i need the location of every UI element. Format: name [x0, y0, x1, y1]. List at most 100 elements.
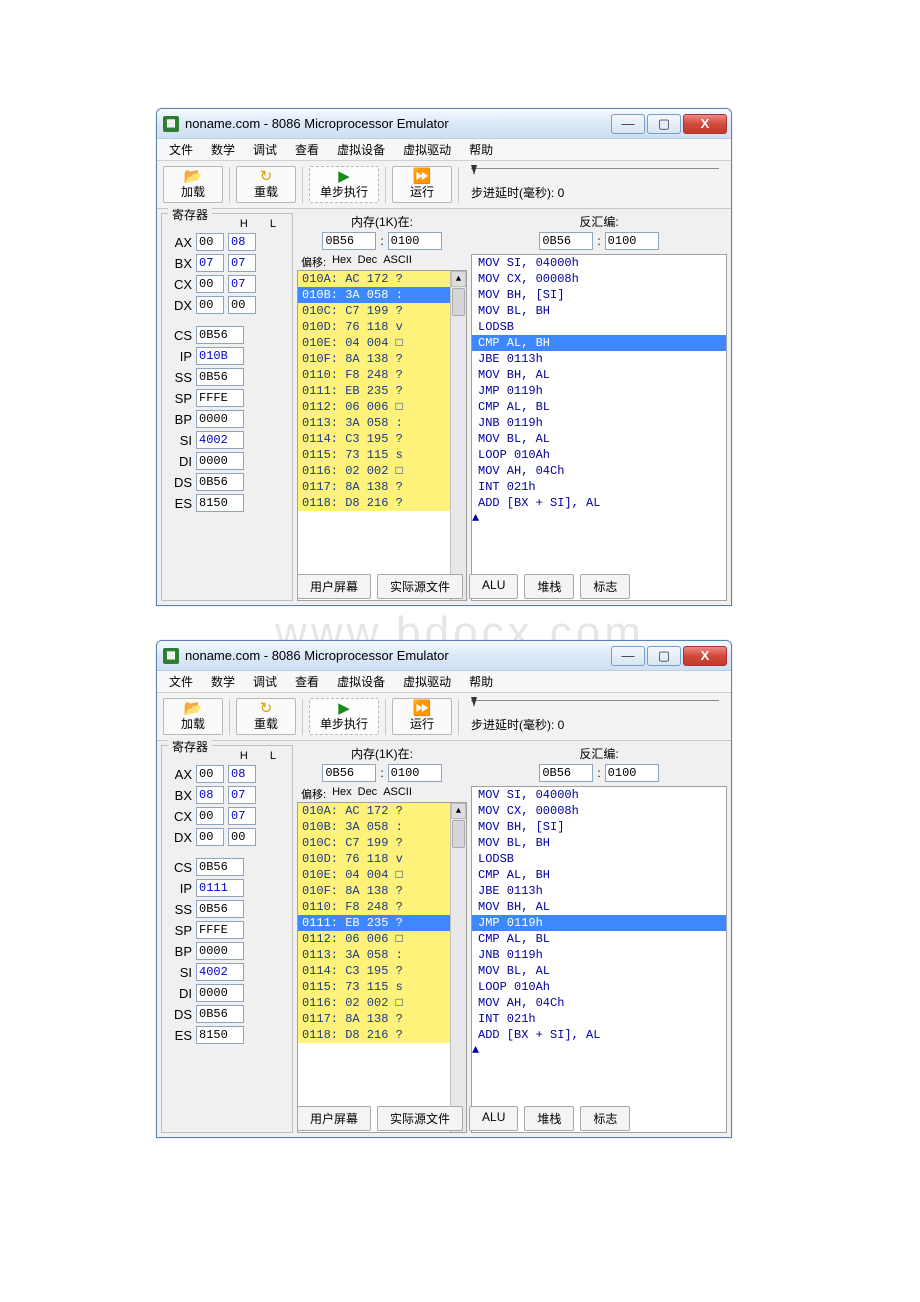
source-button[interactable]: 实际源文件	[377, 1106, 463, 1131]
disasm-line[interactable]: CMP AL, BH	[472, 335, 726, 351]
reg-si[interactable]: 4002	[196, 963, 244, 981]
memory-line[interactable]: 010F: 8A 138 ?	[298, 883, 466, 899]
memory-line[interactable]: 010A: AC 172 ?	[298, 271, 466, 287]
titlebar[interactable]: ▦ noname.com - 8086 Microprocessor Emula…	[157, 109, 731, 139]
disasm-line[interactable]: INT 021h	[472, 479, 726, 495]
reload-button[interactable]: ↻重载	[236, 698, 296, 735]
scroll-up-icon[interactable]: ▲	[472, 1043, 726, 1057]
memory-line[interactable]: 0117: 8A 138 ?	[298, 1011, 466, 1027]
close-button[interactable]: X	[683, 114, 727, 134]
delay-panel[interactable]: 步进延时(毫秒): 0	[465, 168, 725, 201]
disassembly-list[interactable]: MOV SI, 04000hMOV CX, 00008hMOV BH, [SI]…	[471, 254, 727, 601]
disasm-line[interactable]: CMP AL, BH	[472, 867, 726, 883]
maximize-button[interactable]: ▢	[647, 646, 681, 666]
memory-line[interactable]: 010F: 8A 138 ?	[298, 351, 466, 367]
menu-help[interactable]: 帮助	[461, 139, 501, 160]
mem-off[interactable]: 0100	[388, 764, 442, 782]
memory-line[interactable]: 0114: C3 195 ?	[298, 963, 466, 979]
reg-dl[interactable]: 00	[228, 296, 256, 314]
scroll-up-icon[interactable]: ▲	[451, 271, 466, 287]
menu-math[interactable]: 数学	[203, 671, 243, 692]
reg-ip[interactable]: 0111	[196, 879, 244, 897]
delay-panel[interactable]: 步进延时(毫秒): 0	[465, 700, 725, 733]
disasm-line[interactable]: MOV CX, 00008h	[472, 803, 726, 819]
memory-line[interactable]: 0116: 02 002 □	[298, 995, 466, 1011]
disasm-line[interactable]: CMP AL, BL	[472, 931, 726, 947]
disasm-line[interactable]: MOV SI, 04000h	[472, 255, 726, 271]
menu-virtual-device[interactable]: 虚拟设备	[329, 139, 393, 160]
mem-seg[interactable]: 0B56	[322, 764, 376, 782]
reg-cs[interactable]: 0B56	[196, 858, 244, 876]
memory-line[interactable]: 0110: F8 248 ?	[298, 367, 466, 383]
disasm-line[interactable]: MOV BL, BH	[472, 835, 726, 851]
disasm-line[interactable]: MOV BL, AL	[472, 431, 726, 447]
menu-file[interactable]: 文件	[161, 139, 201, 160]
disasm-line[interactable]: JNB 0119h	[472, 415, 726, 431]
disassembly-list[interactable]: MOV SI, 04000hMOV CX, 00008hMOV BH, [SI]…	[471, 786, 727, 1133]
reg-ch[interactable]: 00	[196, 807, 224, 825]
reg-cl[interactable]: 07	[228, 275, 256, 293]
source-button[interactable]: 实际源文件	[377, 574, 463, 599]
memory-line[interactable]: 0117: 8A 138 ?	[298, 479, 466, 495]
disasm-line[interactable]: MOV AH, 04Ch	[472, 995, 726, 1011]
reg-cs[interactable]: 0B56	[196, 326, 244, 344]
menu-virtual-drive[interactable]: 虚拟驱动	[395, 139, 459, 160]
memory-line[interactable]: 010B: 3A 058 :	[298, 819, 466, 835]
disasm-line[interactable]: INT 021h	[472, 1011, 726, 1027]
memory-line[interactable]: 010D: 76 118 v	[298, 319, 466, 335]
reg-bh[interactable]: 08	[196, 786, 224, 804]
memory-line[interactable]: 0116: 02 002 □	[298, 463, 466, 479]
reg-sp[interactable]: FFFE	[196, 389, 244, 407]
reg-es[interactable]: 8150	[196, 494, 244, 512]
minimize-button[interactable]: —	[611, 646, 645, 666]
user-screen-button[interactable]: 用户屏幕	[297, 1106, 371, 1131]
disasm-line[interactable]: MOV BH, [SI]	[472, 287, 726, 303]
reg-si[interactable]: 4002	[196, 431, 244, 449]
menu-help[interactable]: 帮助	[461, 671, 501, 692]
disasm-line[interactable]: JMP 0119h	[472, 915, 726, 931]
memory-line[interactable]: 0118: D8 216 ?	[298, 495, 466, 511]
reg-al[interactable]: 08	[228, 765, 256, 783]
reg-bp[interactable]: 0000	[196, 942, 244, 960]
memory-line[interactable]: 010B: 3A 058 :	[298, 287, 466, 303]
memory-line[interactable]: 0111: EB 235 ?	[298, 383, 466, 399]
reg-ds[interactable]: 0B56	[196, 1005, 244, 1023]
disasm-line[interactable]: MOV AH, 04Ch	[472, 463, 726, 479]
scrollbar[interactable]: ▲ ▼	[472, 511, 726, 525]
reg-ds[interactable]: 0B56	[196, 473, 244, 491]
reg-ah[interactable]: 00	[196, 233, 224, 251]
flags-button[interactable]: 标志	[580, 574, 630, 599]
reg-ch[interactable]: 00	[196, 275, 224, 293]
run-button[interactable]: ⏩运行	[392, 698, 452, 735]
reg-bl[interactable]: 07	[228, 786, 256, 804]
disasm-line[interactable]: MOV BH, AL	[472, 899, 726, 915]
memory-line[interactable]: 0113: 3A 058 :	[298, 415, 466, 431]
dis-off[interactable]: 0100	[605, 232, 659, 250]
stack-button[interactable]: 堆栈	[524, 574, 574, 599]
menu-file[interactable]: 文件	[161, 671, 201, 692]
maximize-button[interactable]: ▢	[647, 114, 681, 134]
memory-list[interactable]: 010A: AC 172 ?010B: 3A 058 :010C: C7 199…	[297, 270, 467, 601]
disasm-line[interactable]: ADD [BX + SI], AL	[472, 495, 726, 511]
reg-ss[interactable]: 0B56	[196, 368, 244, 386]
alu-button[interactable]: ALU	[469, 1106, 518, 1131]
disasm-line[interactable]: CMP AL, BL	[472, 399, 726, 415]
memory-line[interactable]: 0115: 73 115 s	[298, 447, 466, 463]
flags-button[interactable]: 标志	[580, 1106, 630, 1131]
titlebar[interactable]: ▦ noname.com - 8086 Microprocessor Emula…	[157, 641, 731, 671]
reg-al[interactable]: 08	[228, 233, 256, 251]
menu-view[interactable]: 查看	[287, 671, 327, 692]
memory-line[interactable]: 010D: 76 118 v	[298, 851, 466, 867]
disasm-line[interactable]: LOOP 010Ah	[472, 979, 726, 995]
memory-line[interactable]: 0113: 3A 058 :	[298, 947, 466, 963]
menu-virtual-device[interactable]: 虚拟设备	[329, 671, 393, 692]
close-button[interactable]: X	[683, 646, 727, 666]
disasm-line[interactable]: MOV CX, 00008h	[472, 271, 726, 287]
disasm-line[interactable]: MOV BH, [SI]	[472, 819, 726, 835]
reg-cl[interactable]: 07	[228, 807, 256, 825]
menu-debug[interactable]: 调试	[245, 671, 285, 692]
load-button[interactable]: 📂加载	[163, 166, 223, 203]
reg-dh[interactable]: 00	[196, 828, 224, 846]
user-screen-button[interactable]: 用户屏幕	[297, 574, 371, 599]
delay-slider[interactable]	[471, 700, 719, 714]
